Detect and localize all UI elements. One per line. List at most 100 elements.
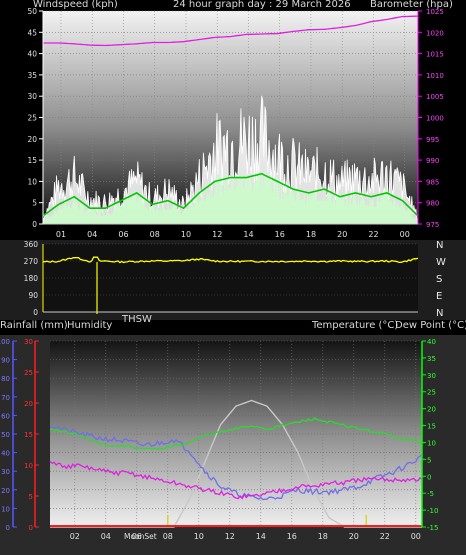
wind-axis-label: Windspeed (kph) [33,0,118,10]
thsw-label: THSW [122,314,152,325]
wind-tick-label: 30 [27,92,37,101]
baro-tick-label: 1000 [426,115,444,123]
wind-gust-area [43,95,418,224]
barometer-line [43,15,419,47]
wind-tick-label: 15 [27,156,37,165]
temp-x-tick-label: 04 [101,532,111,541]
wind-direction-line [42,256,419,264]
baro-tick-label: 995 [426,136,439,144]
barometer-axis-label: Barometer (hpa) [370,0,453,10]
direction-tick-label: 0 [33,308,38,317]
wind-x-tick-label: 04 [87,230,97,239]
wind-average-line [42,172,419,217]
humidity-tick-label: 100 [0,338,10,346]
temp-tick-label: 25 [427,389,436,397]
solar-line [50,399,422,528]
wind-tick-label: 10 [27,177,37,186]
humidity-tick-label: 60 [1,412,10,420]
compass-label: N [436,308,443,319]
wind-tick-label: 40 [27,50,37,59]
wind-x-tick-label: 16 [275,230,285,239]
compass-label: S [436,274,442,285]
dewpoint-axis-label: Dew Point (°C) [395,320,466,331]
temp-x-tick-label: 10 [194,532,204,541]
humidity-tick-label: 70 [1,394,10,402]
rainfall-axis-label: Rainfall (mm) [0,320,68,331]
baro-tick-label: 1015 [426,51,444,59]
wind-tick-label: 50 [27,7,37,16]
temp-x-tick-label: 22 [380,532,390,541]
humidity-tick-label: 0 [6,524,10,532]
baro-tick-label: 990 [426,157,439,165]
compass-label: W [436,257,446,268]
baro-tick-label: 1010 [426,72,444,80]
wind-x-tick-label: 10 [181,230,191,239]
baro-tick-label: 1005 [426,93,444,101]
rain-tick-label: 0 [29,524,33,532]
rain-tick-label: 10 [24,462,33,470]
dewpoint-line [49,460,423,500]
wind-gust-line [42,95,418,220]
humidity-tick-label: 20 [1,487,10,495]
wind-x-tick-label: 12 [212,230,222,239]
temp-tick-label: 40 [427,338,436,346]
wind-tick-label: 0 [32,220,37,229]
wind-x-tick-label: 20 [337,230,347,239]
wind-x-tick-label: 01 [56,230,66,239]
temp-tick-label: 10 [427,439,436,447]
humidity-tick-label: 40 [1,450,10,458]
temp-x-tick-label: 14 [256,532,266,541]
wind-tick-label: 20 [27,135,37,144]
direction-tick-label: 360 [24,240,39,249]
humidity-tick-label: 10 [1,505,10,513]
wind-tick-label: 35 [27,71,37,80]
temp-x-tick-label: 16 [287,532,297,541]
humidity-tick-label: 90 [1,357,10,365]
wind-tick-label: 5 [32,199,37,208]
humidity-axis-label: Humidity [67,320,113,331]
temp-tick-label: 35 [427,355,436,363]
temp-x-tick-label: 18 [318,532,328,541]
temp-x-tick-label: 06 [132,532,142,541]
rain-tick-label: 25 [24,369,33,377]
rain-tick-label: 5 [29,493,33,501]
wind-x-tick-label: 06 [118,230,128,239]
temp-tick-label: 20 [427,406,436,414]
wind-tick-label: 45 [27,28,37,37]
direction-tick-label: 180 [24,274,39,283]
wind-x-tick-label: 08 [150,230,160,239]
compass-label: N [436,240,443,251]
temperature-axis-label: Temperature (°C) [312,320,399,331]
temp-x-tick-label: 08 [163,532,173,541]
rain-tick-label: 30 [24,338,33,346]
temp-tick-label: -10 [427,507,438,515]
humidity-tick-label: 30 [1,468,10,476]
temp-x-tick-label: 00 [411,532,421,541]
temp-x-tick-label: 20 [349,532,359,541]
baro-tick-label: 1020 [426,29,444,37]
moonset-label: MoonSet [124,532,157,541]
direction-tick-label: 90 [28,291,38,300]
baro-tick-label: 975 [426,221,439,229]
compass-label: E [436,291,442,302]
temperature-humidity-chart: 0102030405060708090100051015202530-15-10… [0,335,466,555]
wind-average-area [43,168,418,224]
direction-tick-label: 270 [24,257,39,266]
baro-tick-label: 1025 [426,8,444,16]
temp-tick-label: -5 [427,490,434,498]
temp-tick-label: 15 [427,423,436,431]
baro-tick-label: 985 [426,178,439,186]
humidity-tick-label: 50 [1,431,10,439]
humidity-tick-label: 80 [1,375,10,383]
temperature-line [49,417,423,451]
rain-tick-label: 20 [24,400,33,408]
humidity-line [49,425,423,501]
wind-tick-label: 25 [27,114,37,123]
baro-tick-label: 980 [426,200,439,208]
rain-tick-label: 15 [24,431,33,439]
temp-x-tick-label: 12 [225,532,235,541]
temp-tick-label: -15 [427,524,438,532]
temp-x-tick-label: 02 [70,532,80,541]
wind-x-tick-label: 14 [243,230,253,239]
